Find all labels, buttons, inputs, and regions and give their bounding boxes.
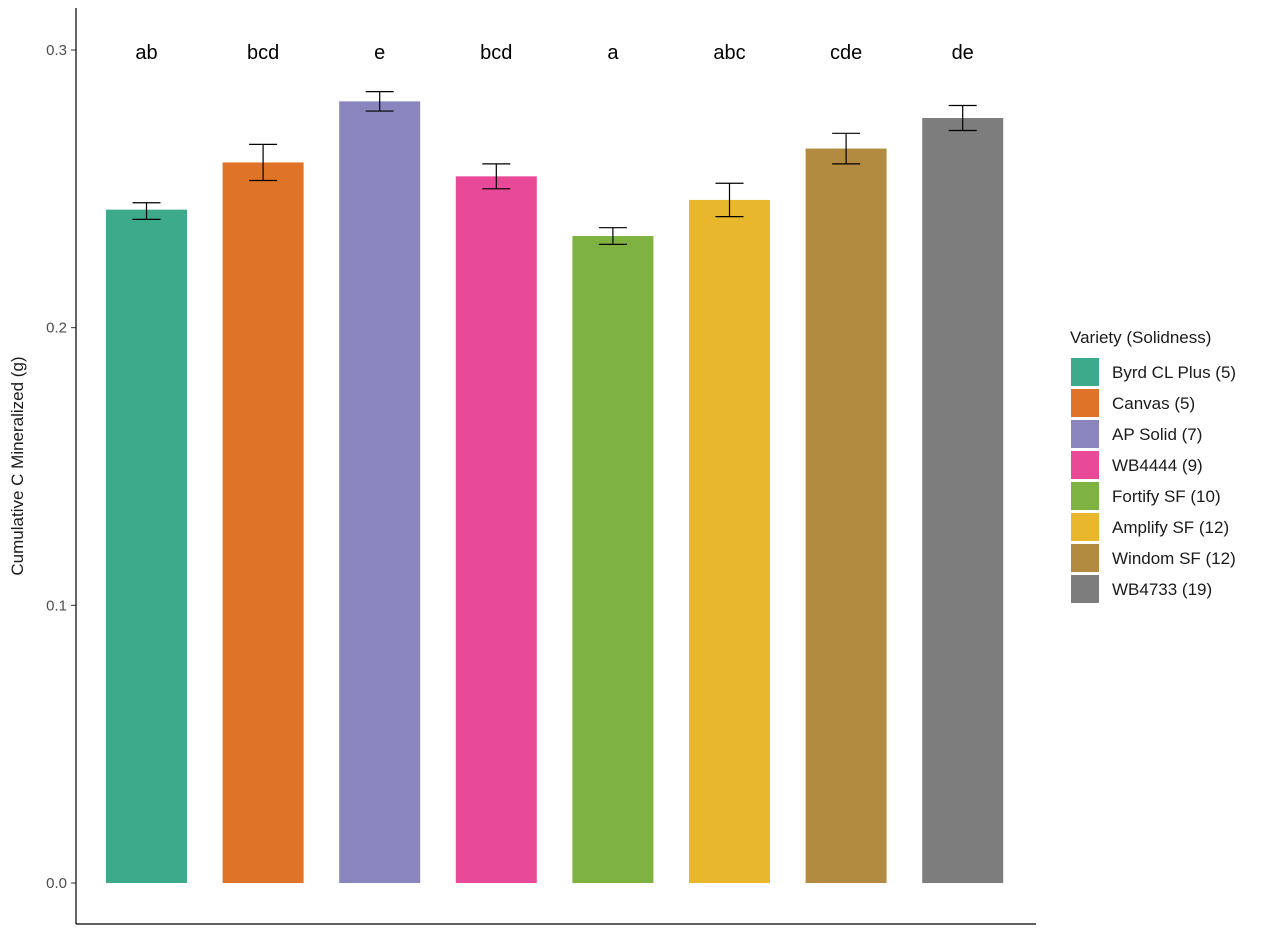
significance-letter: a <box>607 42 619 64</box>
y-tick-label: 0.1 <box>46 597 67 614</box>
legend-item: WB4444 (9) <box>1071 451 1203 479</box>
legend-label: WB4444 (9) <box>1112 456 1203 475</box>
legend: Variety (Solidness) Byrd CL Plus (5) Canv… <box>1070 328 1236 603</box>
axes <box>75 8 1036 925</box>
error-bar <box>482 163 511 190</box>
y-axis-title: Cumulative C Mineralized (g) <box>8 356 27 575</box>
legend-swatch <box>1071 358 1099 386</box>
legend-label: Canvas (5) <box>1112 394 1195 413</box>
legend-label: Byrd CL Plus (5) <box>1112 363 1236 382</box>
legend-label: AP Solid (7) <box>1112 425 1202 444</box>
error-bar <box>832 132 861 165</box>
error-bar <box>715 182 744 218</box>
error-bar <box>948 104 977 132</box>
bar <box>339 101 421 883</box>
bar <box>222 162 304 883</box>
y-tick-label: 0.2 <box>46 320 67 337</box>
legend-swatch <box>1071 513 1099 541</box>
bar <box>455 176 537 884</box>
significance-letter: de <box>952 42 974 64</box>
legend-swatch <box>1071 420 1099 448</box>
bar <box>805 148 887 884</box>
error-bars <box>132 91 977 245</box>
significance-letter: abc <box>713 42 745 64</box>
legend-swatch <box>1071 575 1099 603</box>
bar <box>689 199 770 883</box>
y-tick-label: 0.0 <box>46 875 67 892</box>
legend-item: Byrd CL Plus (5) <box>1071 358 1236 386</box>
legend-label: Windom SF (12) <box>1112 549 1236 568</box>
legend-item: Fortify SF (10) <box>1071 482 1221 510</box>
bar <box>572 236 654 883</box>
legend-item: WB4733 (19) <box>1071 575 1212 603</box>
legend-swatch <box>1071 451 1099 479</box>
bar <box>922 118 1004 884</box>
significance-letter: bcd <box>480 42 512 64</box>
y-axis-ticks: 0.0 0.1 0.2 0.3 <box>46 42 76 892</box>
legend-item: AP Solid (7) <box>1071 420 1202 448</box>
legend-swatch <box>1071 482 1099 510</box>
significance-letter: ab <box>135 42 157 64</box>
legend-items: Byrd CL Plus (5) Canvas (5) AP Solid (7) WB… <box>1071 358 1236 603</box>
significance-letter: e <box>374 42 385 64</box>
error-bar <box>249 143 278 182</box>
bar <box>106 209 187 884</box>
bars <box>106 101 1004 884</box>
significance-letters: ab bcd e bcd a abc cde de <box>135 42 973 64</box>
error-bar <box>365 91 394 112</box>
legend-swatch <box>1071 389 1099 417</box>
error-bar <box>132 202 161 220</box>
legend-label: Fortify SF (10) <box>1112 487 1221 506</box>
error-bar <box>598 227 627 245</box>
significance-letter: bcd <box>247 42 279 64</box>
legend-item: Canvas (5) <box>1071 389 1195 417</box>
legend-title: Variety (Solidness) <box>1070 328 1211 347</box>
legend-label: WB4733 (19) <box>1112 580 1212 599</box>
legend-item: Amplify SF (12) <box>1071 513 1229 541</box>
y-tick-label: 0.3 <box>46 42 67 59</box>
legend-swatch <box>1071 544 1099 572</box>
significance-letter: cde <box>830 42 862 64</box>
legend-item: Windom SF (12) <box>1071 544 1236 572</box>
legend-label: Amplify SF (12) <box>1112 518 1229 537</box>
